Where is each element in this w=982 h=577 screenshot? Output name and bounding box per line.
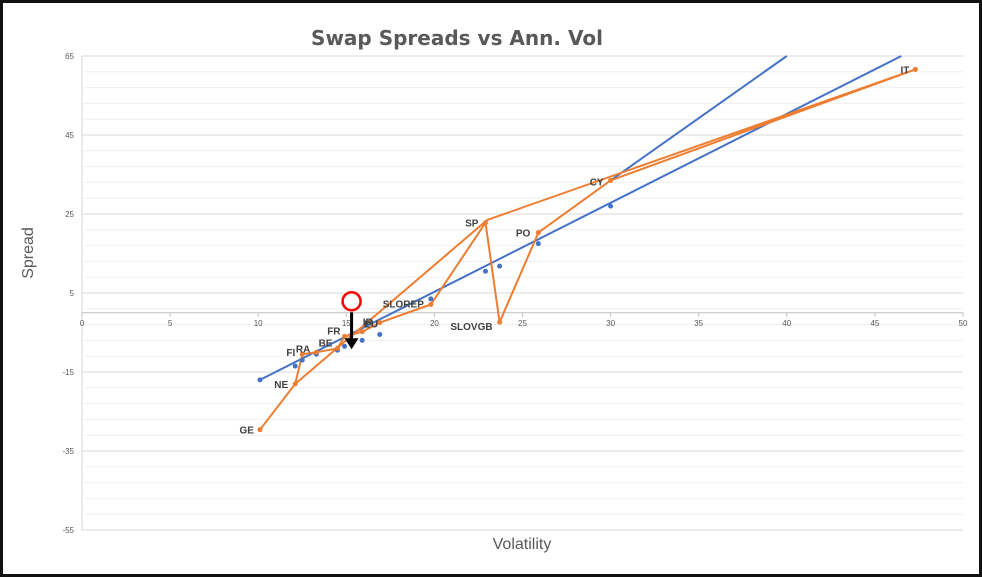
point-label: SP xyxy=(465,219,479,230)
x-tick-label: 20 xyxy=(430,319,439,328)
fitted-point xyxy=(342,343,348,349)
point-label: PO xyxy=(516,229,531,240)
x-axis-ticks: 0 5 10 15 20 25 30 35 40 45 50 xyxy=(80,312,968,328)
fitted-trendline xyxy=(610,55,788,182)
spread-point xyxy=(912,66,918,72)
point-label: EU xyxy=(364,320,378,331)
fitted-trendline xyxy=(259,55,902,381)
spread-point xyxy=(257,427,263,433)
spread-series-line xyxy=(259,68,917,431)
x-tick-label: 5 xyxy=(168,319,173,328)
fitted-point xyxy=(535,241,541,247)
point-label: IT xyxy=(901,65,910,76)
spread-point xyxy=(608,177,614,183)
spread-point xyxy=(482,220,488,226)
spread-point xyxy=(334,345,340,351)
x-tick-label: 50 xyxy=(959,319,968,328)
fitted-point xyxy=(299,357,305,363)
y-tick-label: -35 xyxy=(62,447,74,456)
spread-point xyxy=(535,230,541,236)
spread-point xyxy=(377,320,383,326)
x-tick-label: 25 xyxy=(518,319,527,328)
y-tick-label: 65 xyxy=(65,52,74,61)
fitted-point xyxy=(428,296,434,302)
point-label: CY xyxy=(590,177,604,188)
spread-point xyxy=(359,329,365,335)
x-tick-label: 15 xyxy=(342,319,351,328)
point-label: IR xyxy=(363,318,374,329)
annotation-overlay xyxy=(341,291,362,350)
x-tick-label: 0 xyxy=(80,319,85,328)
spread-point xyxy=(292,381,298,387)
y-tick-label: 5 xyxy=(70,289,75,298)
highlight-circle xyxy=(341,291,362,312)
fitted-point xyxy=(359,337,365,343)
point-label: SLOVGB xyxy=(450,322,492,333)
spread-point xyxy=(342,333,348,339)
x-tick-label: 45 xyxy=(870,319,879,328)
x-tick-label: 10 xyxy=(254,319,263,328)
y-tick-label: -55 xyxy=(62,526,74,535)
spread-point xyxy=(313,349,319,355)
chart-svg: Swap Spreads vs Ann. Vol 0 5 10 15 20 25 30 35 4… xyxy=(20,26,968,553)
spread-point xyxy=(299,351,305,357)
point-label: BE xyxy=(319,338,333,349)
fitted-point xyxy=(292,363,298,369)
fitted-point xyxy=(608,203,614,209)
x-tick-label: 30 xyxy=(606,319,615,328)
x-tick-label: 35 xyxy=(694,319,703,328)
spread-point xyxy=(428,301,434,307)
gridlines xyxy=(81,55,963,531)
y-tick-label: 45 xyxy=(65,131,74,140)
point-label: RA xyxy=(296,344,310,355)
fitted-point xyxy=(482,268,488,274)
point-label: GE xyxy=(240,426,255,437)
fitted-point xyxy=(257,377,263,383)
series-lines xyxy=(259,55,917,431)
fitted-point xyxy=(377,331,383,337)
y-axis-title: Spread xyxy=(20,227,37,279)
y-tick-label: 25 xyxy=(65,210,74,219)
x-tick-label: 40 xyxy=(782,319,791,328)
chart-title: Swap Spreads vs Ann. Vol xyxy=(311,26,603,50)
point-label: FI xyxy=(286,348,295,359)
y-tick-label: -15 xyxy=(62,368,74,377)
fitted-point xyxy=(497,263,503,269)
series-points xyxy=(257,66,918,433)
y-axis-ticks: 65 45 25 5 -15 -35 -55 xyxy=(62,52,74,535)
x-axis-title: Volatility xyxy=(493,536,552,553)
point-label: NE xyxy=(274,380,288,391)
arrow-head xyxy=(344,338,359,350)
point-label: SLOREP xyxy=(383,299,424,310)
point-label: FR xyxy=(327,326,341,337)
spread-point xyxy=(497,319,503,325)
